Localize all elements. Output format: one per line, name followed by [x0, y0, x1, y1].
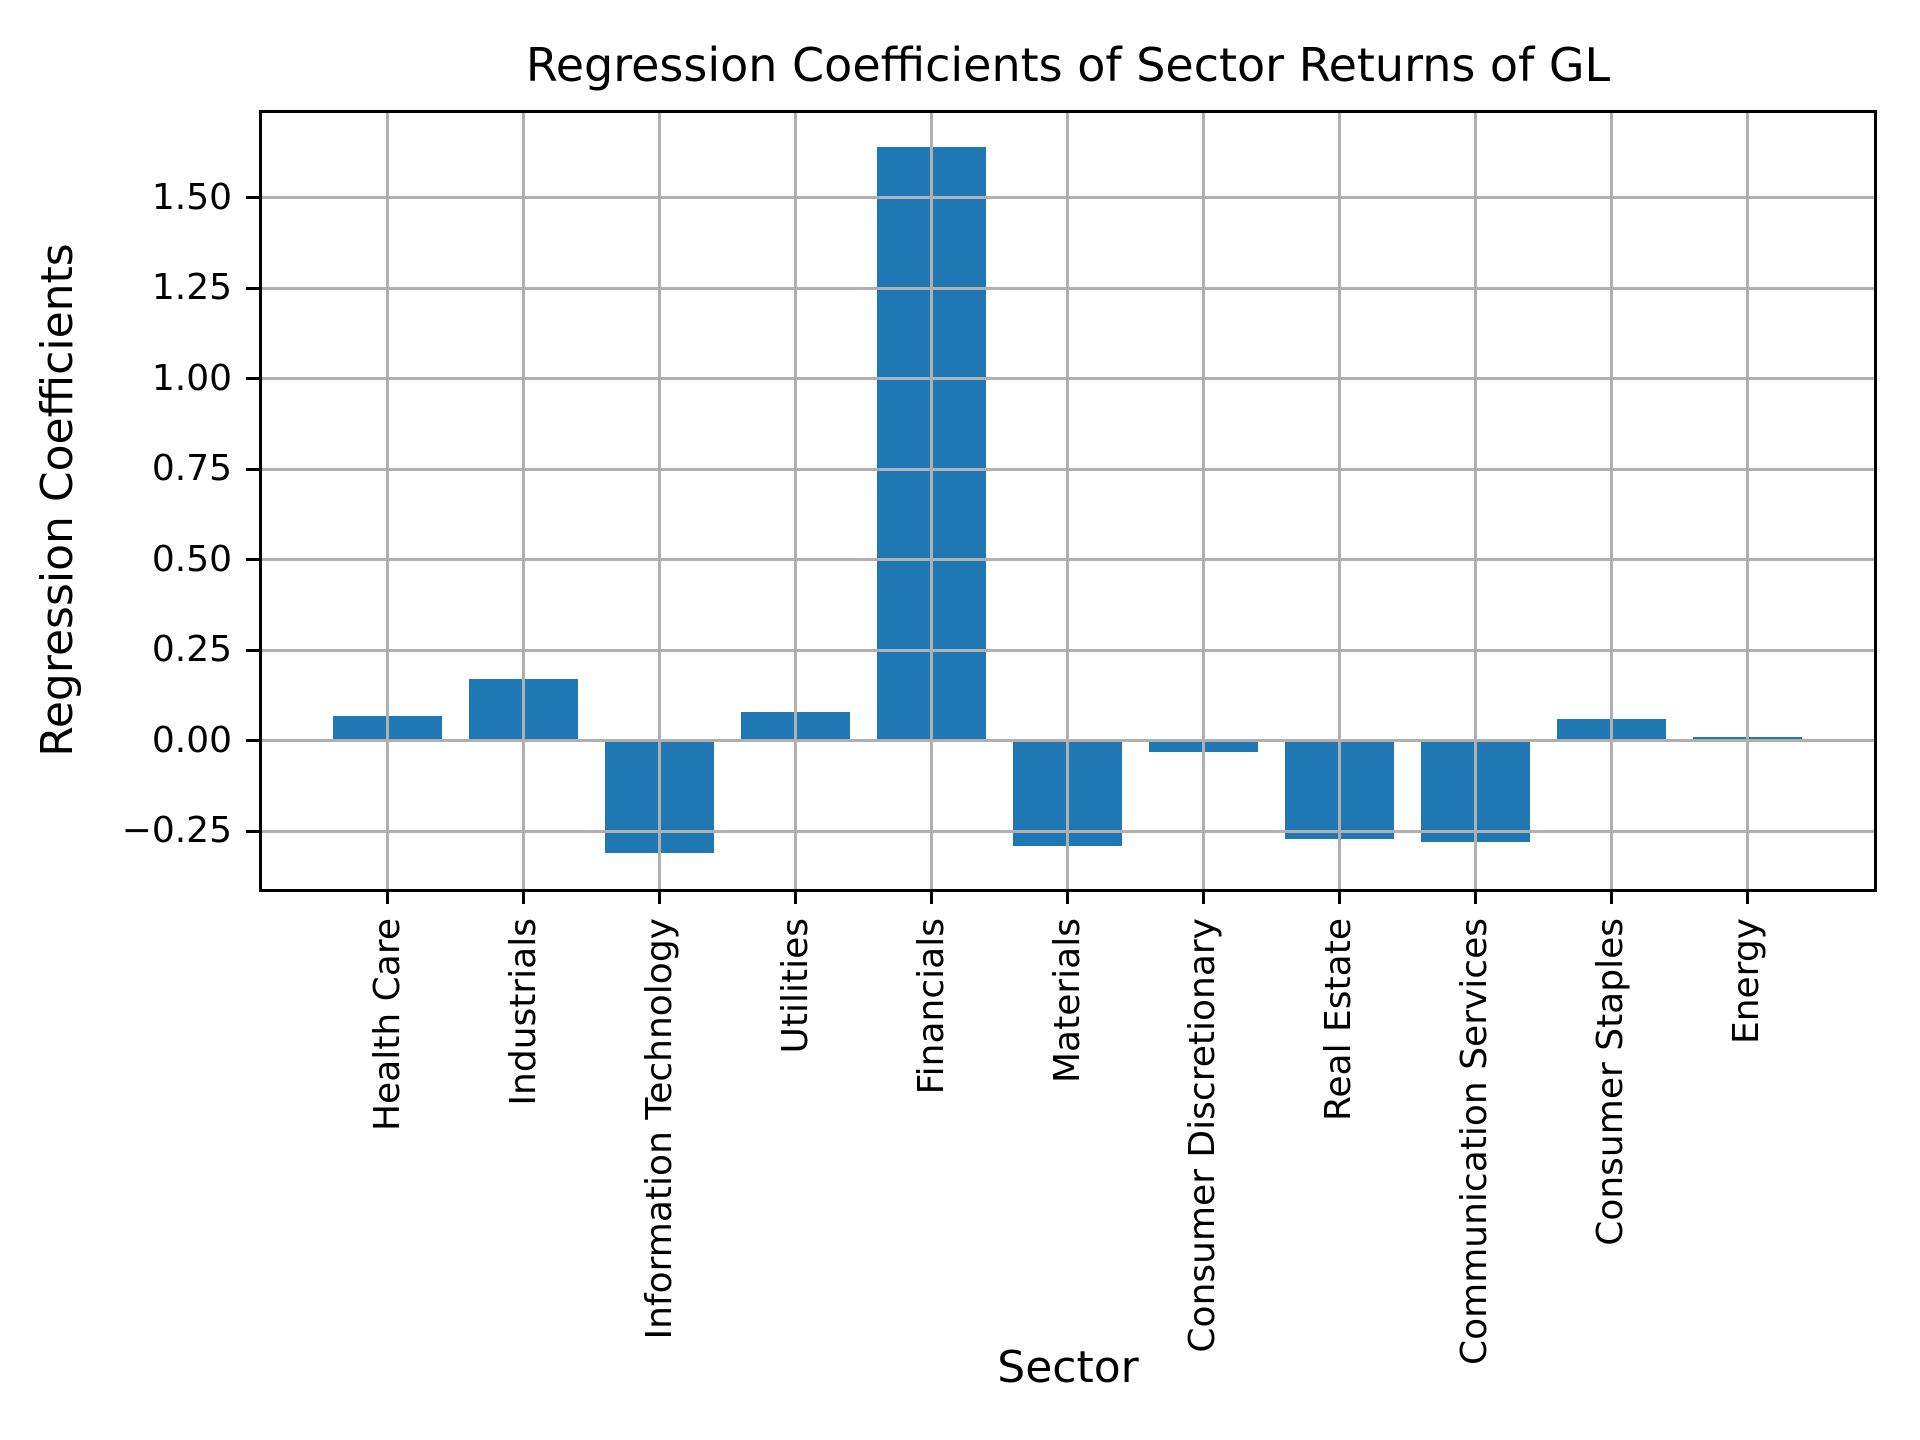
- x-tick-label: Financials: [910, 918, 952, 1095]
- x-gridline: [930, 111, 934, 890]
- y-gridline: [260, 377, 1875, 381]
- y-axis-label: Regression Coefficients: [32, 243, 83, 757]
- x-gridline: [1473, 111, 1477, 890]
- x-tick: [1609, 890, 1613, 904]
- y-tick: [246, 467, 260, 471]
- y-tick-label: 0.75: [151, 448, 232, 490]
- y-gridline: [260, 558, 1875, 562]
- x-tick-label: Consumer Staples: [1590, 918, 1632, 1246]
- x-gridline: [658, 111, 662, 890]
- y-tick: [246, 829, 260, 833]
- x-gridline: [1066, 111, 1069, 890]
- y-tick: [246, 377, 260, 381]
- x-tick-label: Communication Services: [1454, 918, 1496, 1365]
- x-gridline: [1337, 111, 1341, 890]
- x-tick: [386, 890, 390, 904]
- y-tick: [246, 558, 260, 562]
- y-tick: [246, 739, 260, 743]
- x-gridline: [1745, 111, 1749, 890]
- y-tick-label: 1.00: [151, 357, 232, 399]
- x-tick-label: Industrials: [502, 918, 544, 1106]
- y-tick-label: −0.25: [121, 810, 232, 852]
- y-tick: [246, 648, 260, 652]
- x-gridline: [386, 111, 390, 890]
- y-tick-label: 0.25: [151, 629, 232, 671]
- y-gridline: [260, 829, 1875, 833]
- y-tick-label: 0.00: [151, 719, 232, 761]
- x-tick-label: Information Technology: [638, 918, 680, 1340]
- x-tick: [930, 890, 934, 904]
- x-tick-label: Utilities: [774, 918, 816, 1054]
- x-tick: [1745, 890, 1749, 904]
- x-gridline: [794, 111, 798, 890]
- x-tick-label: Materials: [1046, 918, 1088, 1084]
- x-tick-label: Real Estate: [1318, 918, 1360, 1121]
- x-tick: [522, 890, 526, 904]
- x-tick: [1201, 890, 1205, 904]
- chart-title: Regression Coefficients of Sector Return…: [525, 38, 1611, 92]
- x-gridline: [1609, 111, 1613, 890]
- x-tick-label: Health Care: [366, 918, 408, 1132]
- x-gridline: [522, 111, 526, 890]
- x-tick: [658, 890, 662, 904]
- y-gridline: [260, 196, 1875, 200]
- x-tick: [1337, 890, 1341, 904]
- x-gridline: [1201, 111, 1205, 890]
- x-tick: [1473, 890, 1477, 904]
- y-gridline: [260, 286, 1875, 290]
- x-tick-label: Consumer Discretionary: [1182, 918, 1224, 1353]
- x-tick: [794, 890, 798, 904]
- y-gridline: [260, 467, 1875, 471]
- y-tick: [246, 196, 260, 200]
- y-gridline: [260, 648, 1875, 652]
- y-gridline: [260, 739, 1875, 743]
- y-tick: [246, 286, 260, 290]
- y-tick-label: 1.25: [151, 267, 232, 309]
- y-tick-label: 1.50: [151, 176, 232, 218]
- y-tick-label: 0.50: [151, 538, 232, 580]
- x-axis-label: Sector: [997, 1342, 1139, 1393]
- x-tick-label: Energy: [1726, 918, 1768, 1045]
- x-tick: [1066, 890, 1069, 904]
